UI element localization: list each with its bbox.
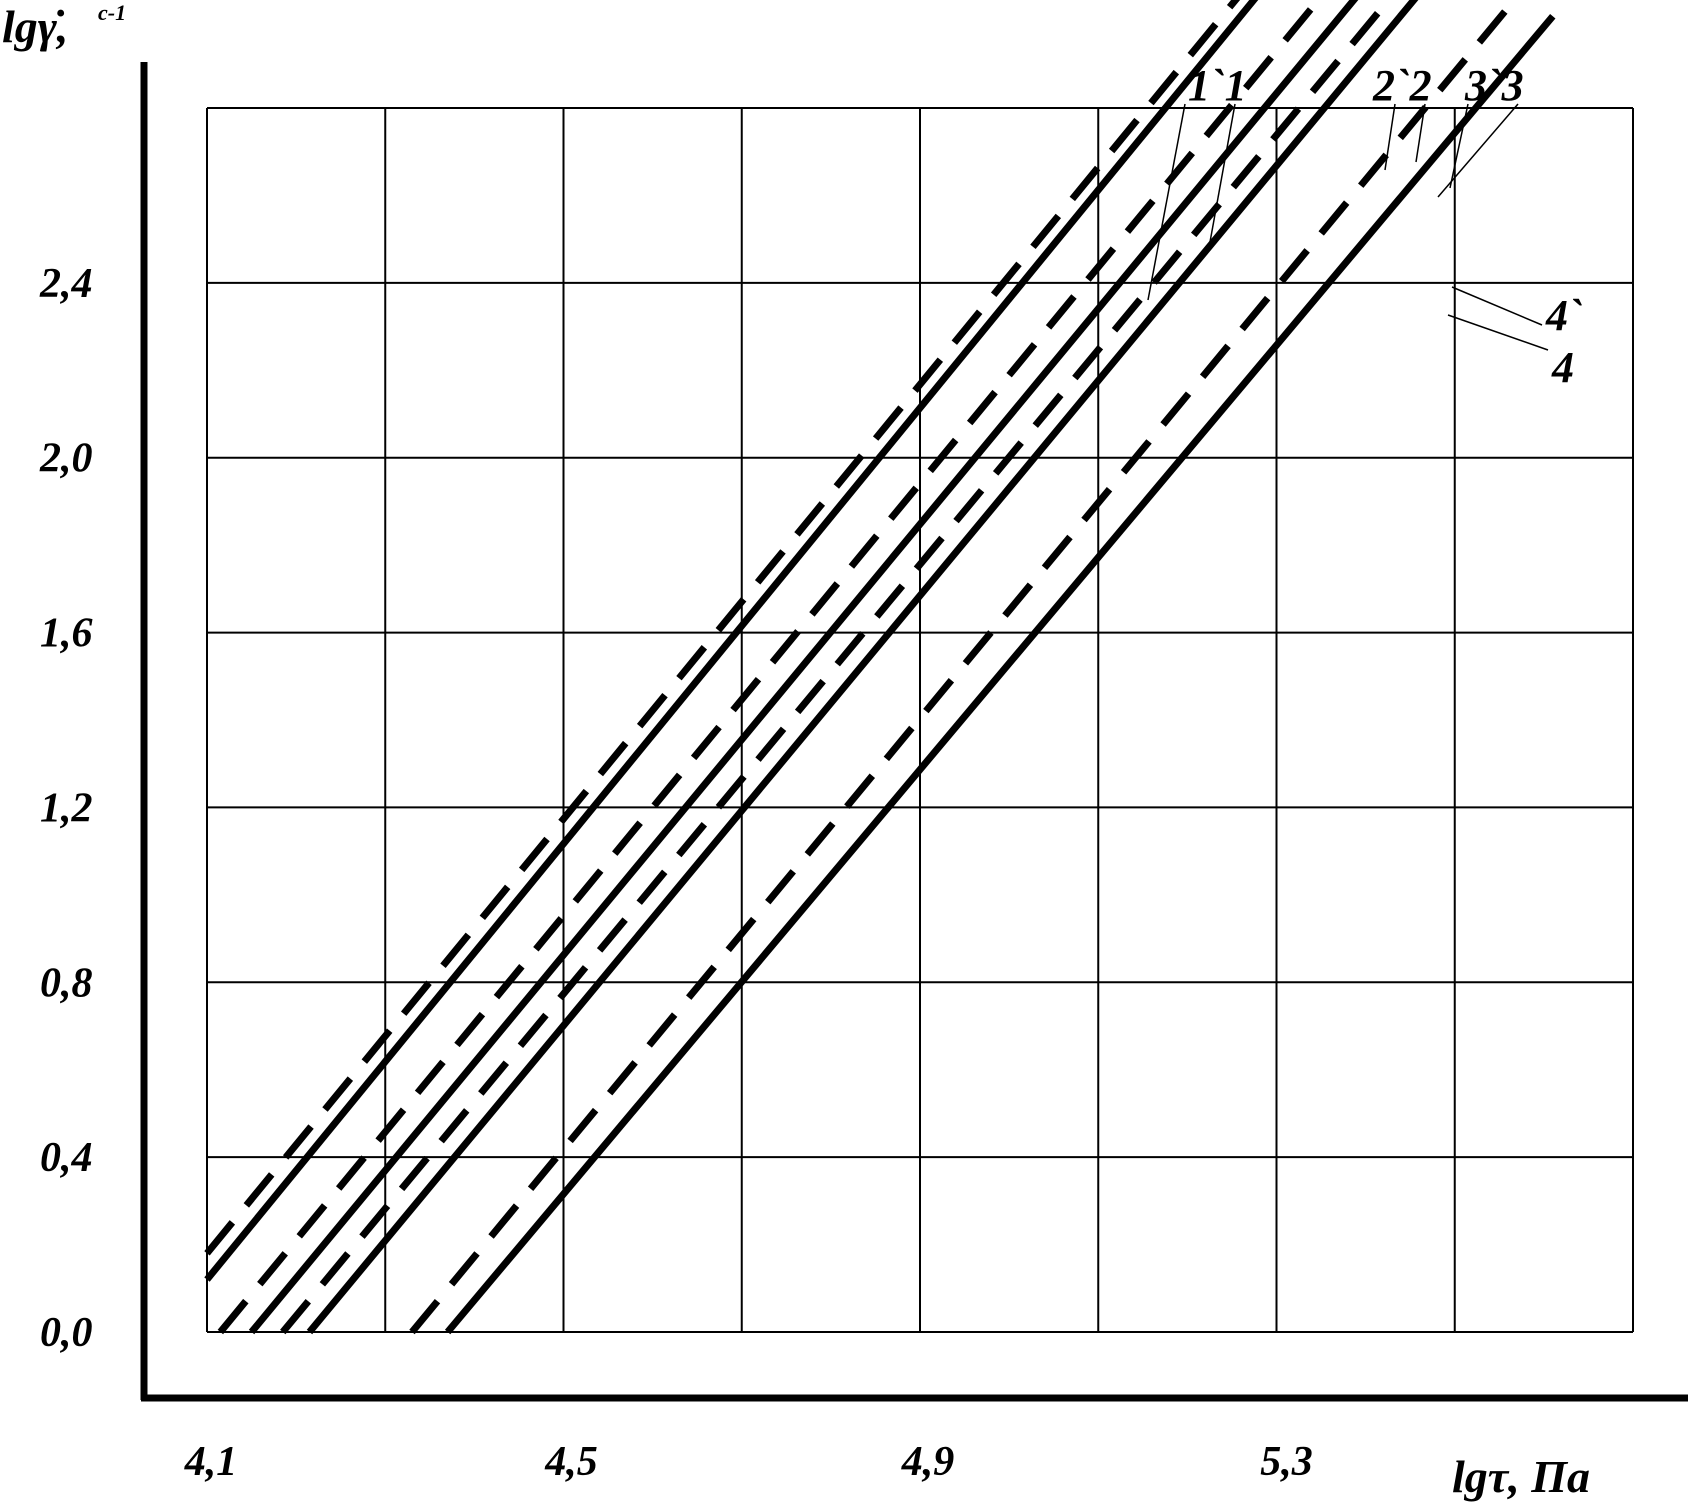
annotation-leader-line: [1451, 286, 1543, 326]
y-axis-label: lgγ̇,: [2, 1, 68, 52]
x-tick-label: 5,3: [1260, 1439, 1313, 1485]
annotation-leader-line: [1447, 314, 1549, 351]
y-tick-label: 0,8: [40, 960, 93, 1006]
annotation-leader-line: [1437, 103, 1519, 198]
series-line-solid-2: [248, 0, 1359, 1335]
x-tick-label: 4,9: [901, 1439, 955, 1485]
y-tick-label: 1,2: [40, 785, 93, 831]
y-tick-label: 2,0: [39, 436, 93, 482]
annotation-leaders: [1147, 103, 1549, 351]
x-tick-label: 4,5: [544, 1439, 598, 1485]
annotation-labels: 1`1 2`2 3`3 4`4: [1188, 61, 1583, 392]
grid: [206, 107, 1634, 1333]
series-annotation-label: 4`: [1545, 291, 1583, 340]
series-annotation-label: 2`2: [1372, 61, 1432, 110]
annotation-leader-line: [1209, 103, 1236, 243]
series-annotation-label: 3`3: [1464, 61, 1524, 110]
series-line-dashed-3p: [280, 0, 1394, 1335]
y-tick-label: 0,0: [40, 1310, 93, 1356]
series-annotation-label: 1`1: [1188, 61, 1247, 110]
series-line-solid-4: [444, 13, 1556, 1335]
y-tick-label: 1,6: [40, 611, 93, 657]
series-line-dashed-1p: [204, 0, 1241, 1256]
annotation-leader-line: [1415, 103, 1426, 163]
series-line-solid-1: [204, 0, 1259, 1282]
y-tick-labels: 0,0 0,4 0,8 1,2 1,6 2,0 2,4: [39, 261, 93, 1356]
x-tick-labels: 4,1 4,5 4,9 5,3: [184, 1439, 1313, 1485]
x-axis-label: lgτ, Па: [1452, 1451, 1590, 1502]
x-tick-label: 4,1: [184, 1439, 238, 1485]
y-tick-label: 2,4: [39, 261, 93, 307]
series-line-solid-3: [306, 0, 1419, 1335]
y-axis-unit: с-1: [98, 0, 126, 25]
y-tick-label: 0,4: [40, 1135, 93, 1181]
annotation-leader-line: [1384, 103, 1396, 171]
annotation-leader-line: [1147, 103, 1186, 301]
series-line-dashed-4p: [409, 5, 1511, 1335]
series-annotation-label: 4: [1551, 343, 1574, 392]
annotation-leader-line: [1449, 103, 1469, 189]
series-layer: [204, 0, 1556, 1335]
